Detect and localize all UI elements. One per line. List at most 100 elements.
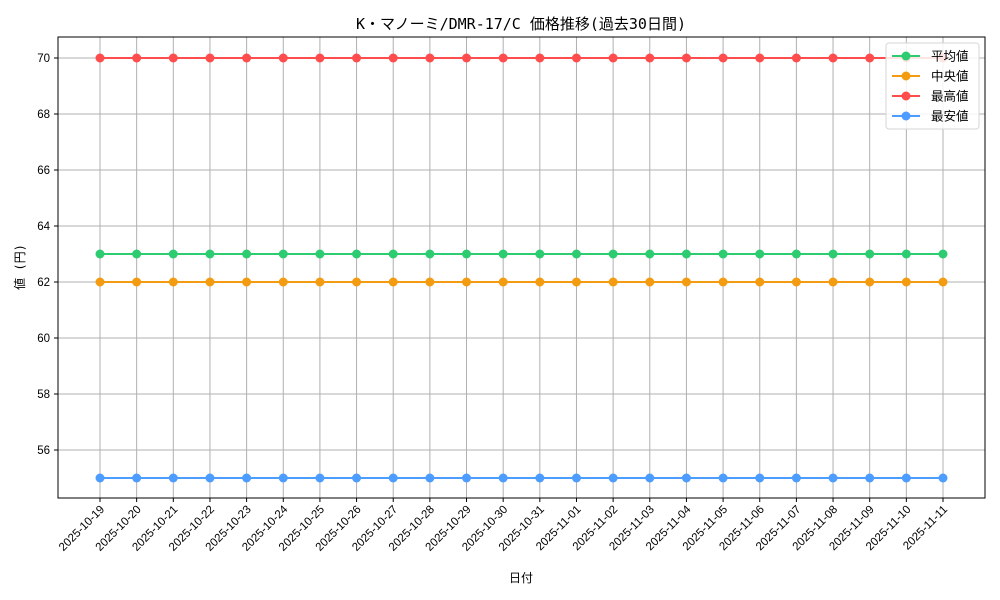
- y-tick-label: 68: [37, 109, 50, 121]
- data-point: [535, 249, 545, 259]
- data-point: [791, 53, 801, 63]
- legend-label: 中央値: [931, 69, 969, 84]
- data-point: [791, 473, 801, 483]
- legend-item: 平均値: [892, 49, 969, 64]
- data-point: [388, 53, 398, 63]
- data-point: [681, 249, 691, 259]
- data-point: [645, 53, 655, 63]
- legend-label: 最高値: [931, 89, 969, 104]
- grid-lines: [58, 37, 985, 498]
- series-lines: [95, 53, 948, 483]
- data-point: [425, 53, 435, 63]
- data-point: [645, 249, 655, 259]
- data-point: [132, 249, 142, 259]
- data-point: [865, 277, 875, 287]
- legend-item: 最安値: [892, 109, 969, 124]
- data-point: [498, 473, 508, 483]
- series-最高値: [95, 53, 948, 63]
- data-point: [718, 277, 728, 287]
- data-point: [901, 277, 911, 287]
- y-tick-label: 56: [37, 445, 50, 457]
- data-point: [791, 249, 801, 259]
- data-point: [571, 249, 581, 259]
- data-point: [828, 473, 838, 483]
- data-point: [425, 277, 435, 287]
- data-point: [95, 249, 105, 259]
- data-point: [755, 473, 765, 483]
- data-point: [168, 53, 178, 63]
- data-point: [865, 249, 875, 259]
- y-tick-label: 66: [37, 165, 50, 177]
- data-point: [168, 277, 178, 287]
- data-point: [132, 473, 142, 483]
- data-point: [132, 277, 142, 287]
- data-point: [95, 277, 105, 287]
- plot-area-frame: [57, 36, 986, 499]
- data-point: [278, 473, 288, 483]
- series-最安値: [95, 473, 948, 483]
- legend-box: [885, 42, 980, 130]
- data-point: [901, 473, 911, 483]
- y-axis-ticks: 56 58 60 62 64 66 68 70: [37, 53, 58, 457]
- legend-marker-icon: [901, 91, 911, 101]
- data-point: [535, 473, 545, 483]
- data-point: [865, 473, 875, 483]
- data-point: [388, 277, 398, 287]
- legend-label: 最安値: [931, 109, 969, 124]
- data-point: [388, 473, 398, 483]
- data-point: [681, 53, 691, 63]
- data-point: [498, 249, 508, 259]
- data-point: [865, 53, 875, 63]
- data-point: [608, 473, 618, 483]
- x-axis-ticks: 2025-10-192025-10-202025-10-212025-10-22…: [57, 498, 950, 554]
- data-point: [535, 53, 545, 63]
- data-point: [608, 249, 618, 259]
- data-point: [132, 53, 142, 63]
- data-point: [755, 277, 765, 287]
- data-point: [498, 277, 508, 287]
- chart-title: K・マノーミ/DMR-17/C 価格推移(過去30日間): [356, 15, 686, 33]
- data-point: [535, 277, 545, 287]
- data-point: [938, 277, 948, 287]
- data-point: [388, 249, 398, 259]
- data-point: [901, 249, 911, 259]
- data-point: [608, 53, 618, 63]
- data-point: [315, 53, 325, 63]
- data-point: [278, 277, 288, 287]
- data-point: [242, 249, 252, 259]
- data-point: [205, 277, 215, 287]
- legend-label: 平均値: [931, 49, 969, 64]
- data-point: [315, 473, 325, 483]
- y-tick-label: 60: [37, 333, 50, 345]
- data-point: [645, 473, 655, 483]
- data-point: [608, 277, 618, 287]
- data-point: [352, 249, 362, 259]
- data-point: [645, 277, 655, 287]
- data-point: [352, 53, 362, 63]
- series-中央値: [95, 277, 948, 287]
- data-point: [242, 277, 252, 287]
- data-point: [278, 53, 288, 63]
- y-tick-label: 70: [37, 53, 50, 65]
- data-point: [938, 249, 948, 259]
- data-point: [571, 473, 581, 483]
- data-point: [681, 473, 691, 483]
- data-point: [352, 473, 362, 483]
- x-axis-label: 日付: [509, 571, 533, 585]
- legend-marker-icon: [901, 111, 911, 121]
- data-point: [168, 473, 178, 483]
- data-point: [278, 249, 288, 259]
- data-point: [315, 249, 325, 259]
- data-point: [462, 473, 472, 483]
- series-平均値: [95, 249, 948, 259]
- data-point: [681, 277, 691, 287]
- y-tick-label: 58: [37, 389, 50, 401]
- legend-marker-icon: [901, 71, 911, 81]
- data-point: [828, 249, 838, 259]
- data-point: [462, 249, 472, 259]
- y-axis-label: 値 (円): [12, 244, 27, 290]
- data-point: [95, 473, 105, 483]
- y-tick-label: 64: [37, 221, 50, 233]
